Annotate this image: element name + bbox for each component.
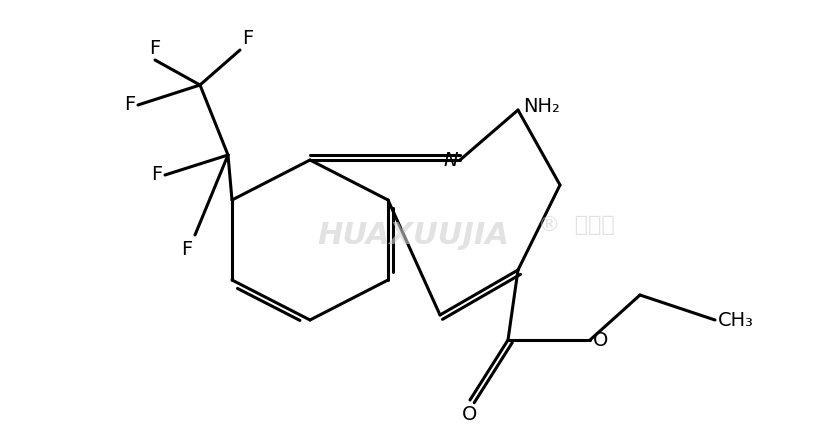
Text: ®  化学加: ® 化学加: [538, 215, 615, 235]
Text: F: F: [151, 165, 162, 184]
Text: O: O: [593, 330, 609, 350]
Text: F: F: [181, 240, 192, 259]
Text: N: N: [444, 150, 458, 169]
Text: HUAXUUJIA: HUAXUUJIA: [317, 220, 509, 250]
Text: F: F: [242, 29, 254, 48]
Text: F: F: [124, 96, 135, 115]
Text: O: O: [463, 405, 477, 424]
Text: F: F: [150, 39, 160, 58]
Text: CH₃: CH₃: [718, 310, 754, 329]
Text: NH₂: NH₂: [523, 97, 560, 116]
